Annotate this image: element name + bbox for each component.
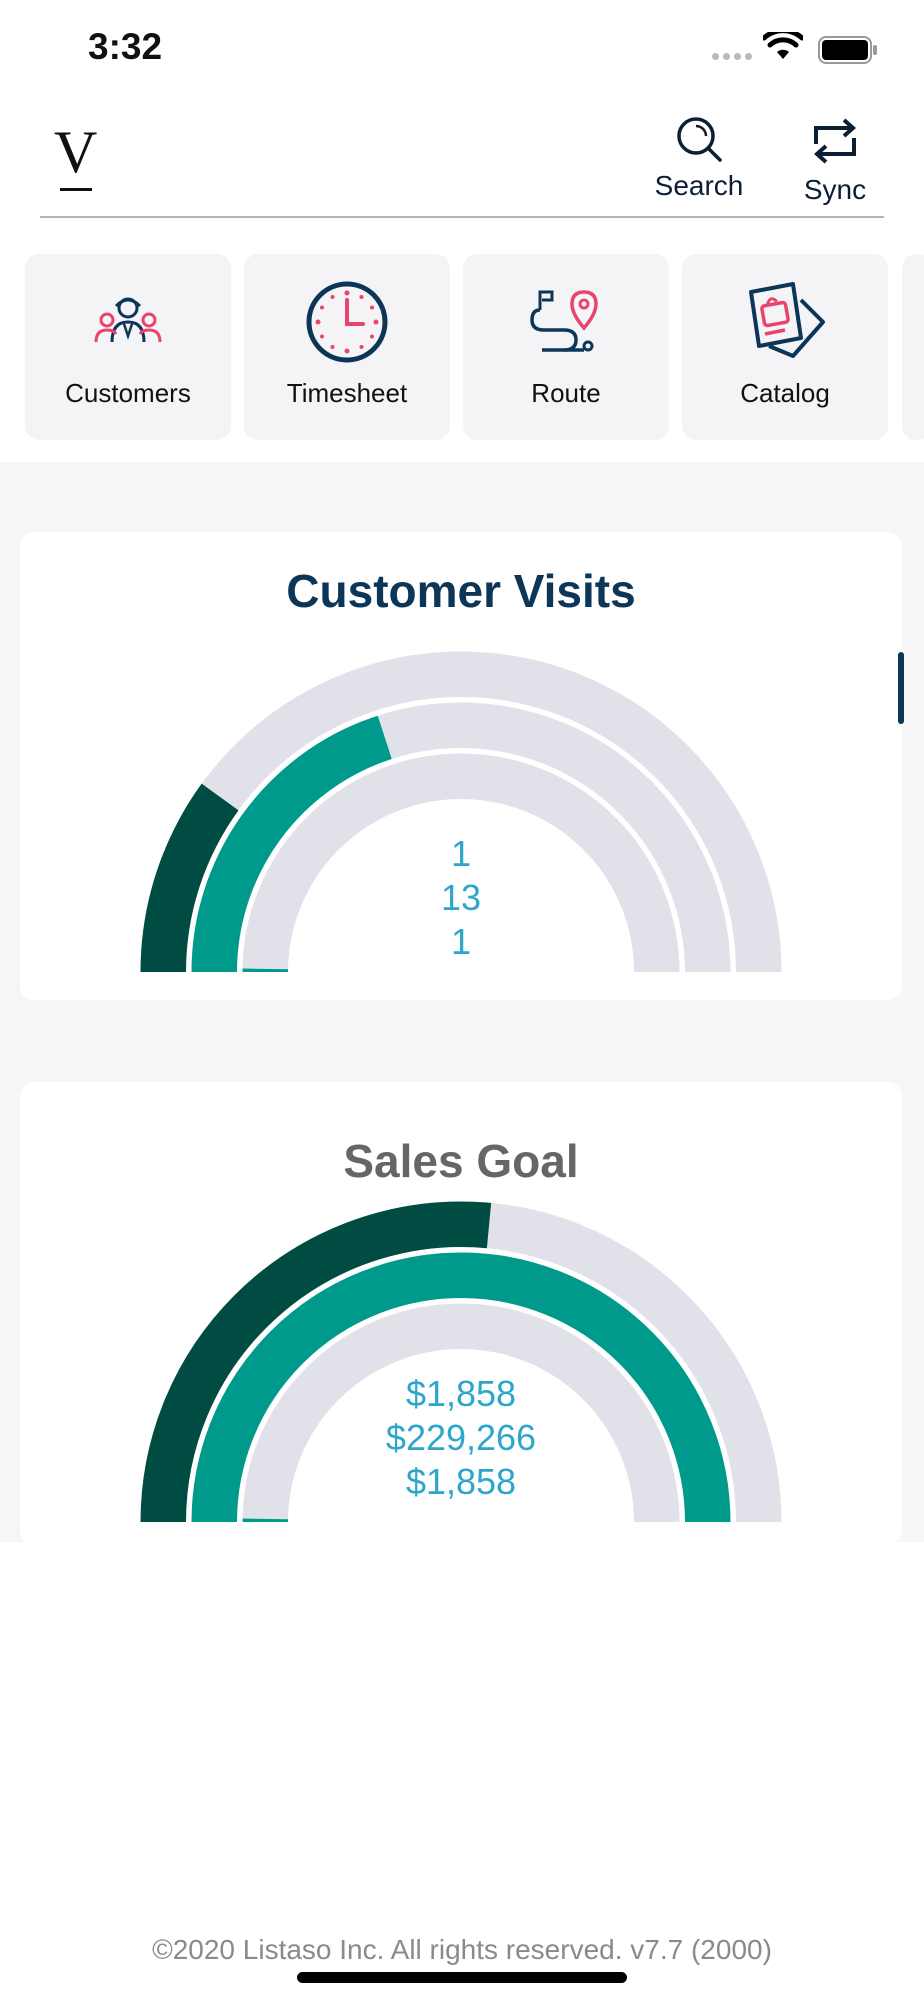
sync-button[interactable]: Sync xyxy=(780,114,890,206)
clock-icon xyxy=(306,281,388,363)
sales-value-inner: $1,858 xyxy=(405,1461,517,1502)
sales-goal-card: Sales Goal $1,858 $229,266 $1,858 xyxy=(20,1082,902,1544)
tile-label: Timesheet xyxy=(286,378,408,408)
visits-separator-0 xyxy=(136,647,786,973)
visits-value-inner: 1 xyxy=(450,921,472,962)
visits-separator-1 xyxy=(187,698,735,973)
tile-label: Catalog xyxy=(740,378,830,408)
tile-label: Route xyxy=(531,378,601,408)
card-title: Sales Goal xyxy=(343,1135,579,1187)
app-logo-underline xyxy=(60,188,92,191)
dashboard: Customer Visits 1 13 1 Sales Goal $1,858… xyxy=(0,462,924,1544)
tile-route[interactable]: Route xyxy=(463,254,669,440)
visits-value-outer: 1 xyxy=(450,833,472,874)
customer-visits-card: Customer Visits 1 13 1 xyxy=(20,532,902,1000)
quick-actions: Customers Timesheet xyxy=(0,254,924,440)
sales-separator-0 xyxy=(136,1197,786,1523)
sales-value-outer: $1,858 xyxy=(405,1373,517,1414)
tile-next-partial[interactable] xyxy=(902,254,924,440)
customers-icon xyxy=(94,297,162,343)
route-icon xyxy=(530,290,598,352)
app-logo: V xyxy=(54,119,98,185)
tile-label: Customers xyxy=(65,378,191,408)
battery-icon xyxy=(818,36,877,64)
sales-value-middle: $229,266 xyxy=(385,1417,537,1458)
visits-progress-1 xyxy=(191,715,393,973)
home-indicator[interactable] xyxy=(297,1972,627,1983)
search-button[interactable]: Search xyxy=(644,114,754,202)
sales-separator-2 xyxy=(238,1299,684,1523)
sales-track-2 xyxy=(242,1303,680,1523)
tile-catalog[interactable]: Catalog xyxy=(682,254,888,440)
catalog-icon xyxy=(749,282,825,358)
cellular-signal-icon xyxy=(712,53,752,60)
search-icon xyxy=(677,117,722,162)
search-label: Search xyxy=(654,170,744,201)
customer-visits-gauge xyxy=(136,647,786,973)
visits-progress-0 xyxy=(140,783,239,973)
footer-copyright: ©2020 Listaso Inc. All rights reserved. … xyxy=(152,1934,772,1965)
tile-timesheet[interactable]: Timesheet xyxy=(244,254,450,440)
sales-goal-gauge xyxy=(136,1197,786,1523)
sales-values: $1,858 $229,266 $1,858 xyxy=(20,1372,902,1504)
sales-progress-0 xyxy=(140,1201,492,1523)
status-bar: 3:32 xyxy=(0,0,924,100)
sync-icon xyxy=(813,118,857,164)
app-header: V Search Sync xyxy=(40,100,884,218)
status-time: 3:32 xyxy=(88,26,163,67)
visits-separator-2 xyxy=(238,749,684,973)
wifi-icon xyxy=(763,32,803,59)
visits-track-2 xyxy=(242,753,680,973)
sales-separator-1 xyxy=(187,1248,735,1523)
tile-customers[interactable]: Customers xyxy=(25,254,231,440)
card-title: Customer Visits xyxy=(286,565,636,617)
visits-values: 1 13 1 xyxy=(20,832,902,964)
scroll-indicator xyxy=(898,652,904,724)
sync-label: Sync xyxy=(803,174,867,205)
visits-value-middle: 13 xyxy=(440,877,482,918)
sales-progress-1 xyxy=(191,1251,731,1523)
